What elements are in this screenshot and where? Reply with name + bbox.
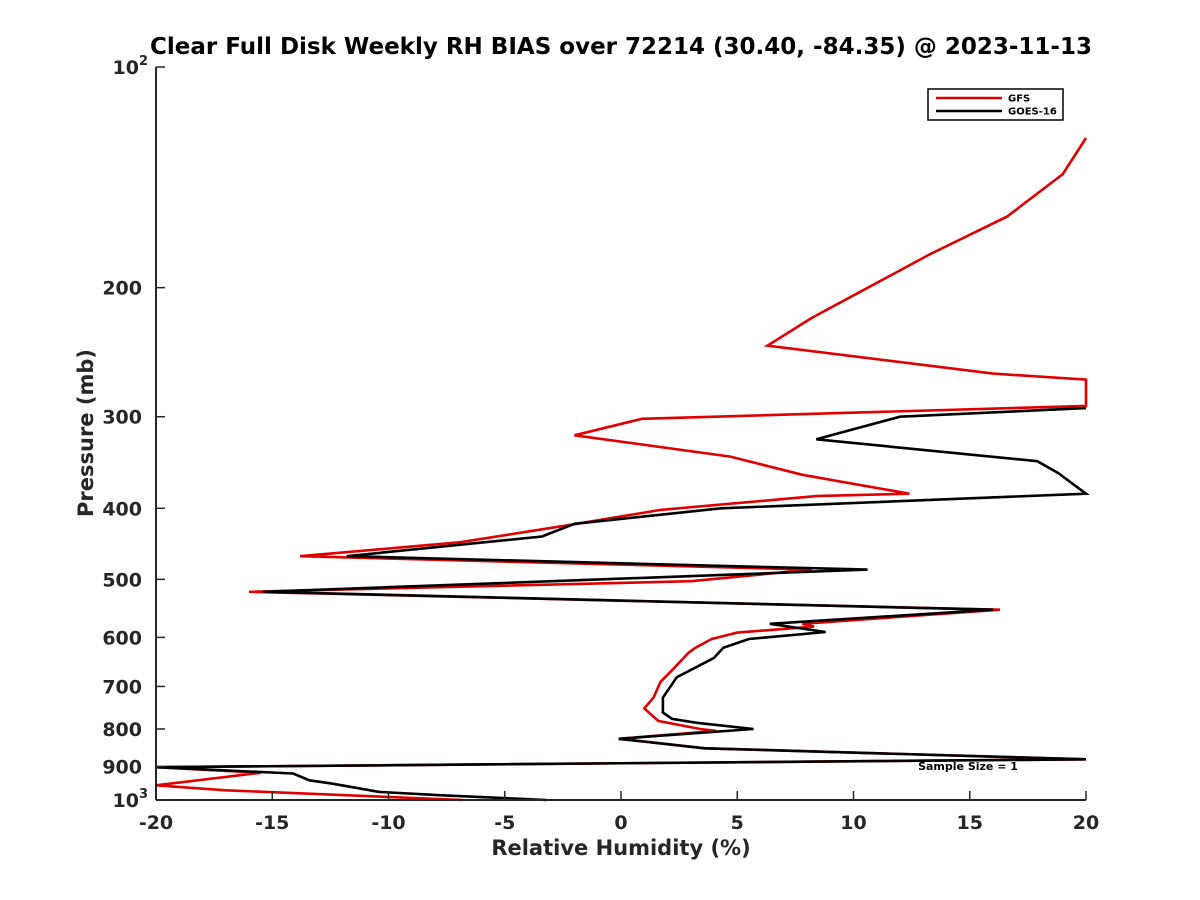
plot-area [156,67,1086,800]
x-tick-label: 0 [614,812,627,834]
x-tick-label: 20 [1073,812,1099,834]
x-tick-label: -10 [371,812,405,834]
y-tick-label: 700 [102,676,142,698]
y-tick-label: 102 [113,54,149,79]
y-tick-label: 800 [102,719,142,741]
y-tick-label: 600 [102,627,142,649]
x-tick-label: -5 [494,812,515,834]
x-axis-label: Relative Humidity (%) [491,836,750,860]
y-axis-ticks: 102 200 300 400 500 600 700 800 900 103 [102,54,165,812]
x-tick-label: -15 [255,812,289,834]
legend-box [927,88,1064,121]
series-line-goes-16 [155,406,1090,802]
y-tick-label: 300 [102,407,142,429]
legend: GFS GOES-16 [927,88,1064,121]
sample-size-annotation: Sample Size = 1 [918,760,1018,773]
x-tick-label: 15 [957,812,983,834]
legend-label: GOES-16 [1008,107,1057,118]
series-layer [155,137,1090,802]
x-tick-label: -20 [139,812,173,834]
x-axis-ticks: -20 -15 -10 -5 0 5 10 15 20 [139,791,1099,834]
x-tick-label: 10 [840,812,866,834]
y-axis-label: Pressure (mb) [74,349,98,517]
chart-title: Clear Full Disk Weekly RH BIAS over 7221… [150,34,1092,60]
y-tick-label: 400 [102,498,142,520]
legend-label: GFS [1008,94,1030,105]
y-tick-label: 103 [113,787,149,812]
x-tick-label: 5 [731,812,744,834]
y-tick-label: 200 [102,278,142,300]
y-tick-label: 900 [102,756,142,778]
y-tick-label: 500 [102,569,142,591]
